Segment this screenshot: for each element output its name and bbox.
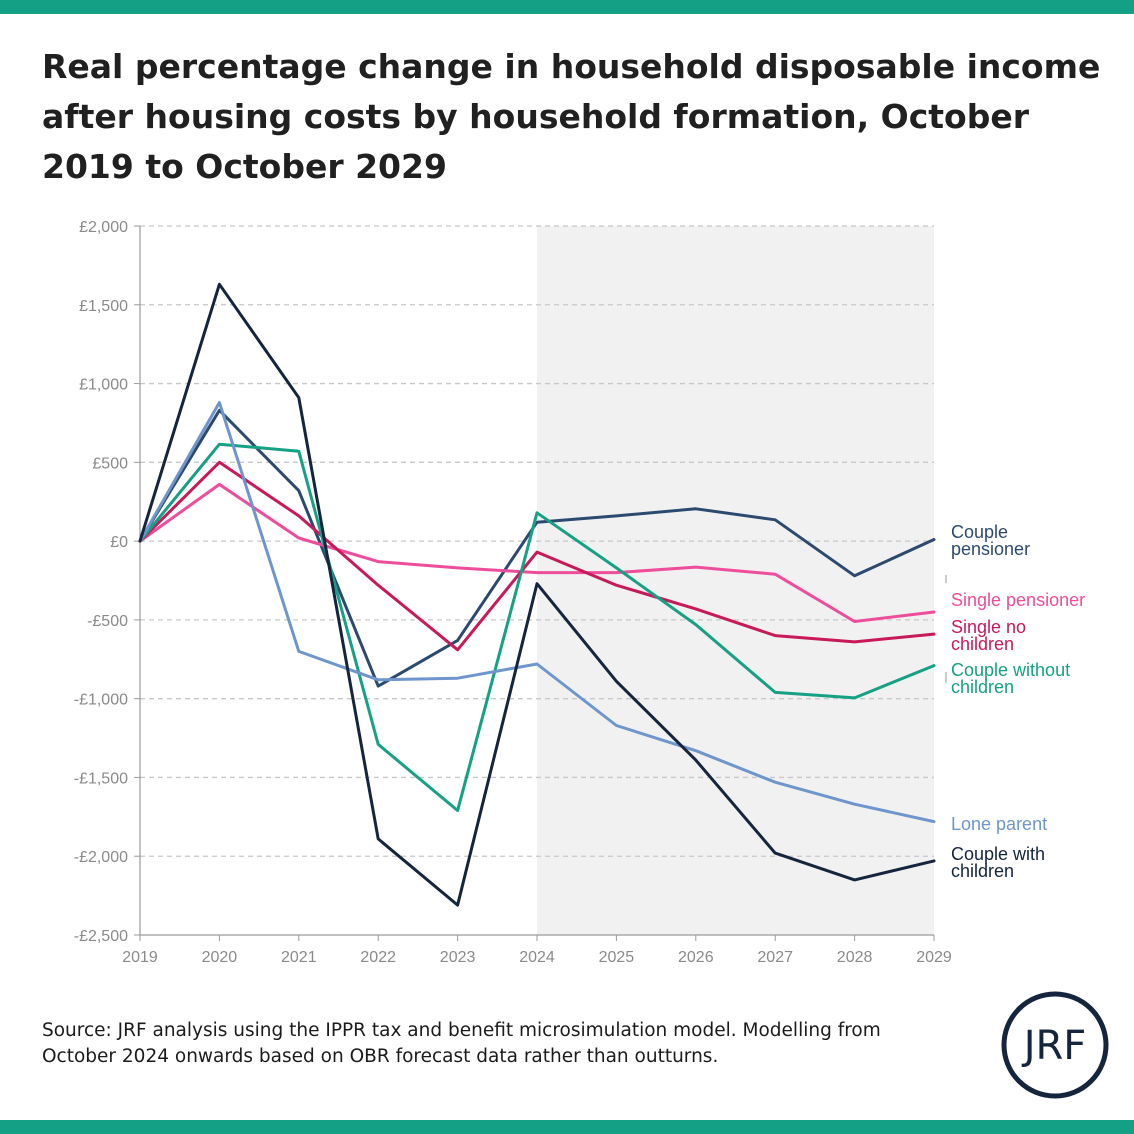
line-chart: £2,000 £1,500 £1,000 £500 £0 -£500 -£1,000 -£1,… [74, 219, 1085, 966]
y-tick-label: £2,000 [79, 219, 128, 236]
logo-text: JRF [1021, 1023, 1087, 1069]
logo-ring [1001, 991, 1109, 1099]
series-label-couple-pensioner: Couple pensioner [951, 522, 1030, 559]
series-line-couple-with-children [138, 282, 936, 907]
y-tick-label: -£1,500 [74, 770, 128, 787]
top-brand-band [0, 0, 1134, 14]
series-line-single-no-children [138, 460, 936, 652]
x-tick-label: 2022 [360, 949, 396, 966]
source-note: Source: JRF analysis using the IPPR tax … [42, 1020, 881, 1067]
x-tick-label: 2026 [678, 949, 714, 966]
forecast-shading [537, 226, 934, 935]
y-tick-label: £500 [92, 455, 128, 472]
y-tick-label: -£2,000 [74, 849, 128, 866]
x-tick-label: 2020 [202, 949, 238, 966]
x-tick-label: 2025 [599, 949, 635, 966]
y-tick-label: -£2,500 [74, 928, 128, 945]
y-tick-label: £1,500 [79, 298, 128, 315]
series-line-couple-pensioner [138, 408, 936, 688]
series-label-lone-parent: Lone parent [951, 814, 1047, 834]
x-tick-label: 2029 [916, 949, 952, 966]
series-labels: Couple pensioner Single pensioner Single no… [945, 522, 1085, 881]
series-label-single-pensioner: Single pensioner [951, 590, 1085, 610]
x-tick-label: 2023 [440, 949, 476, 966]
x-tick-label: 2028 [837, 949, 873, 966]
chart-title: Real percentage change in household disp… [42, 47, 1101, 186]
axes: £2,000 £1,500 £1,000 £500 £0 -£500 -£1,000 -£1,… [74, 219, 952, 966]
y-tick-label: -£500 [87, 613, 128, 630]
series-label-couple-without-children: Couple without children [951, 660, 1070, 697]
series-line-couple-without-children [138, 442, 936, 812]
y-tick-label: -£1,000 [74, 692, 128, 709]
series-line-single-pensioner [138, 482, 936, 623]
series-line-lone-parent [138, 401, 936, 824]
x-tick-label: 2019 [122, 949, 158, 966]
series-lines [138, 282, 936, 907]
x-tick-label: 2027 [757, 949, 793, 966]
y-tick-label: £1,000 [79, 377, 128, 394]
bottom-brand-band [0, 1120, 1134, 1134]
y-tick-label: £0 [110, 534, 128, 551]
x-tick-label: 2024 [519, 949, 555, 966]
jrf-logo: JRF [1001, 991, 1109, 1099]
series-label-couple-with-children: Couple with children [951, 844, 1045, 881]
series-label-single-no-children: Single no children [951, 617, 1026, 654]
gridlines [140, 225, 934, 857]
x-tick-label: 2021 [281, 949, 317, 966]
